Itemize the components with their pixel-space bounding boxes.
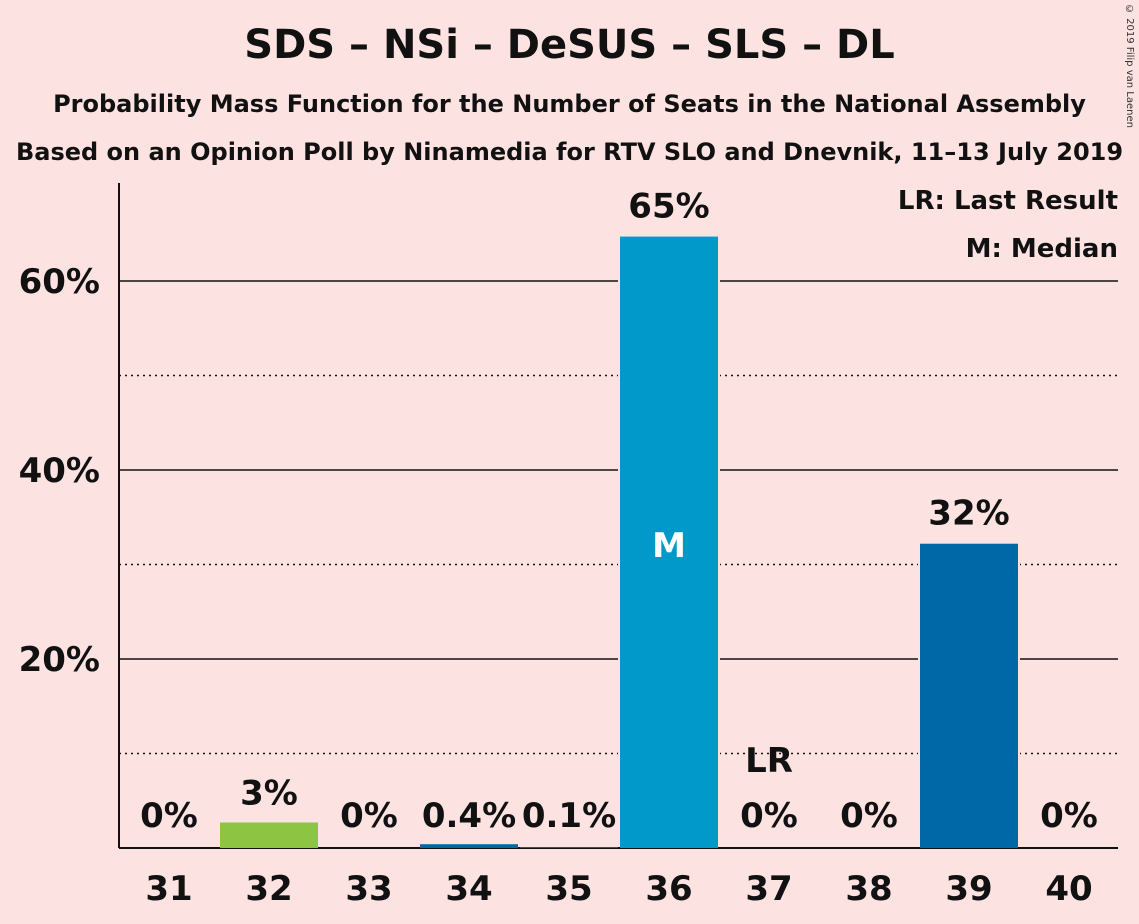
value-label-40: 0% — [1040, 796, 1098, 836]
legend-median: M: Median — [966, 234, 1118, 264]
median-marker: M — [652, 526, 686, 566]
x-tick-label: 39 — [945, 869, 992, 909]
x-tick-label: 37 — [745, 869, 792, 909]
value-label-38: 0% — [840, 796, 898, 836]
value-label-36: 65% — [628, 187, 709, 227]
bar-32 — [220, 822, 318, 848]
value-label-35: 0.1% — [522, 796, 616, 836]
x-tick-label: 38 — [845, 869, 892, 909]
chart-source: Based on an Opinion Poll by Ninamedia fo… — [15, 138, 1124, 166]
x-tick-label: 31 — [145, 869, 192, 909]
x-tick-label: 33 — [345, 869, 392, 909]
y-tick-label: 60% — [19, 262, 100, 302]
bar-35 — [520, 847, 618, 848]
value-label-39: 32% — [928, 494, 1009, 534]
value-label-37: 0% — [740, 796, 798, 836]
y-tick-label: 40% — [19, 451, 100, 491]
last-result-marker: LR — [745, 741, 793, 781]
value-label-34: 0.4% — [422, 796, 516, 836]
y-tick-label: 20% — [19, 640, 100, 680]
x-tick-label: 40 — [1045, 869, 1092, 909]
chart-title: SDS – NSi – DeSUS – SLS – DL — [244, 22, 895, 68]
value-label-33: 0% — [340, 796, 398, 836]
chart-subtitle: Probability Mass Function for the Number… — [53, 90, 1086, 118]
x-tick-label: 35 — [545, 869, 592, 909]
legend-last-result: LR: Last Result — [898, 186, 1118, 216]
bar-39 — [920, 543, 1018, 848]
bar-gap — [518, 845, 620, 847]
copyright-notice: © 2019 Filip van Laenen — [1124, 4, 1135, 128]
value-label-31: 0% — [140, 796, 198, 836]
bar-34 — [420, 844, 518, 848]
x-tick-label: 32 — [245, 869, 292, 909]
value-label-32: 3% — [240, 773, 298, 813]
x-tick-label: 34 — [445, 869, 492, 909]
x-tick-label: 36 — [645, 869, 692, 909]
bar-36 — [620, 236, 718, 848]
